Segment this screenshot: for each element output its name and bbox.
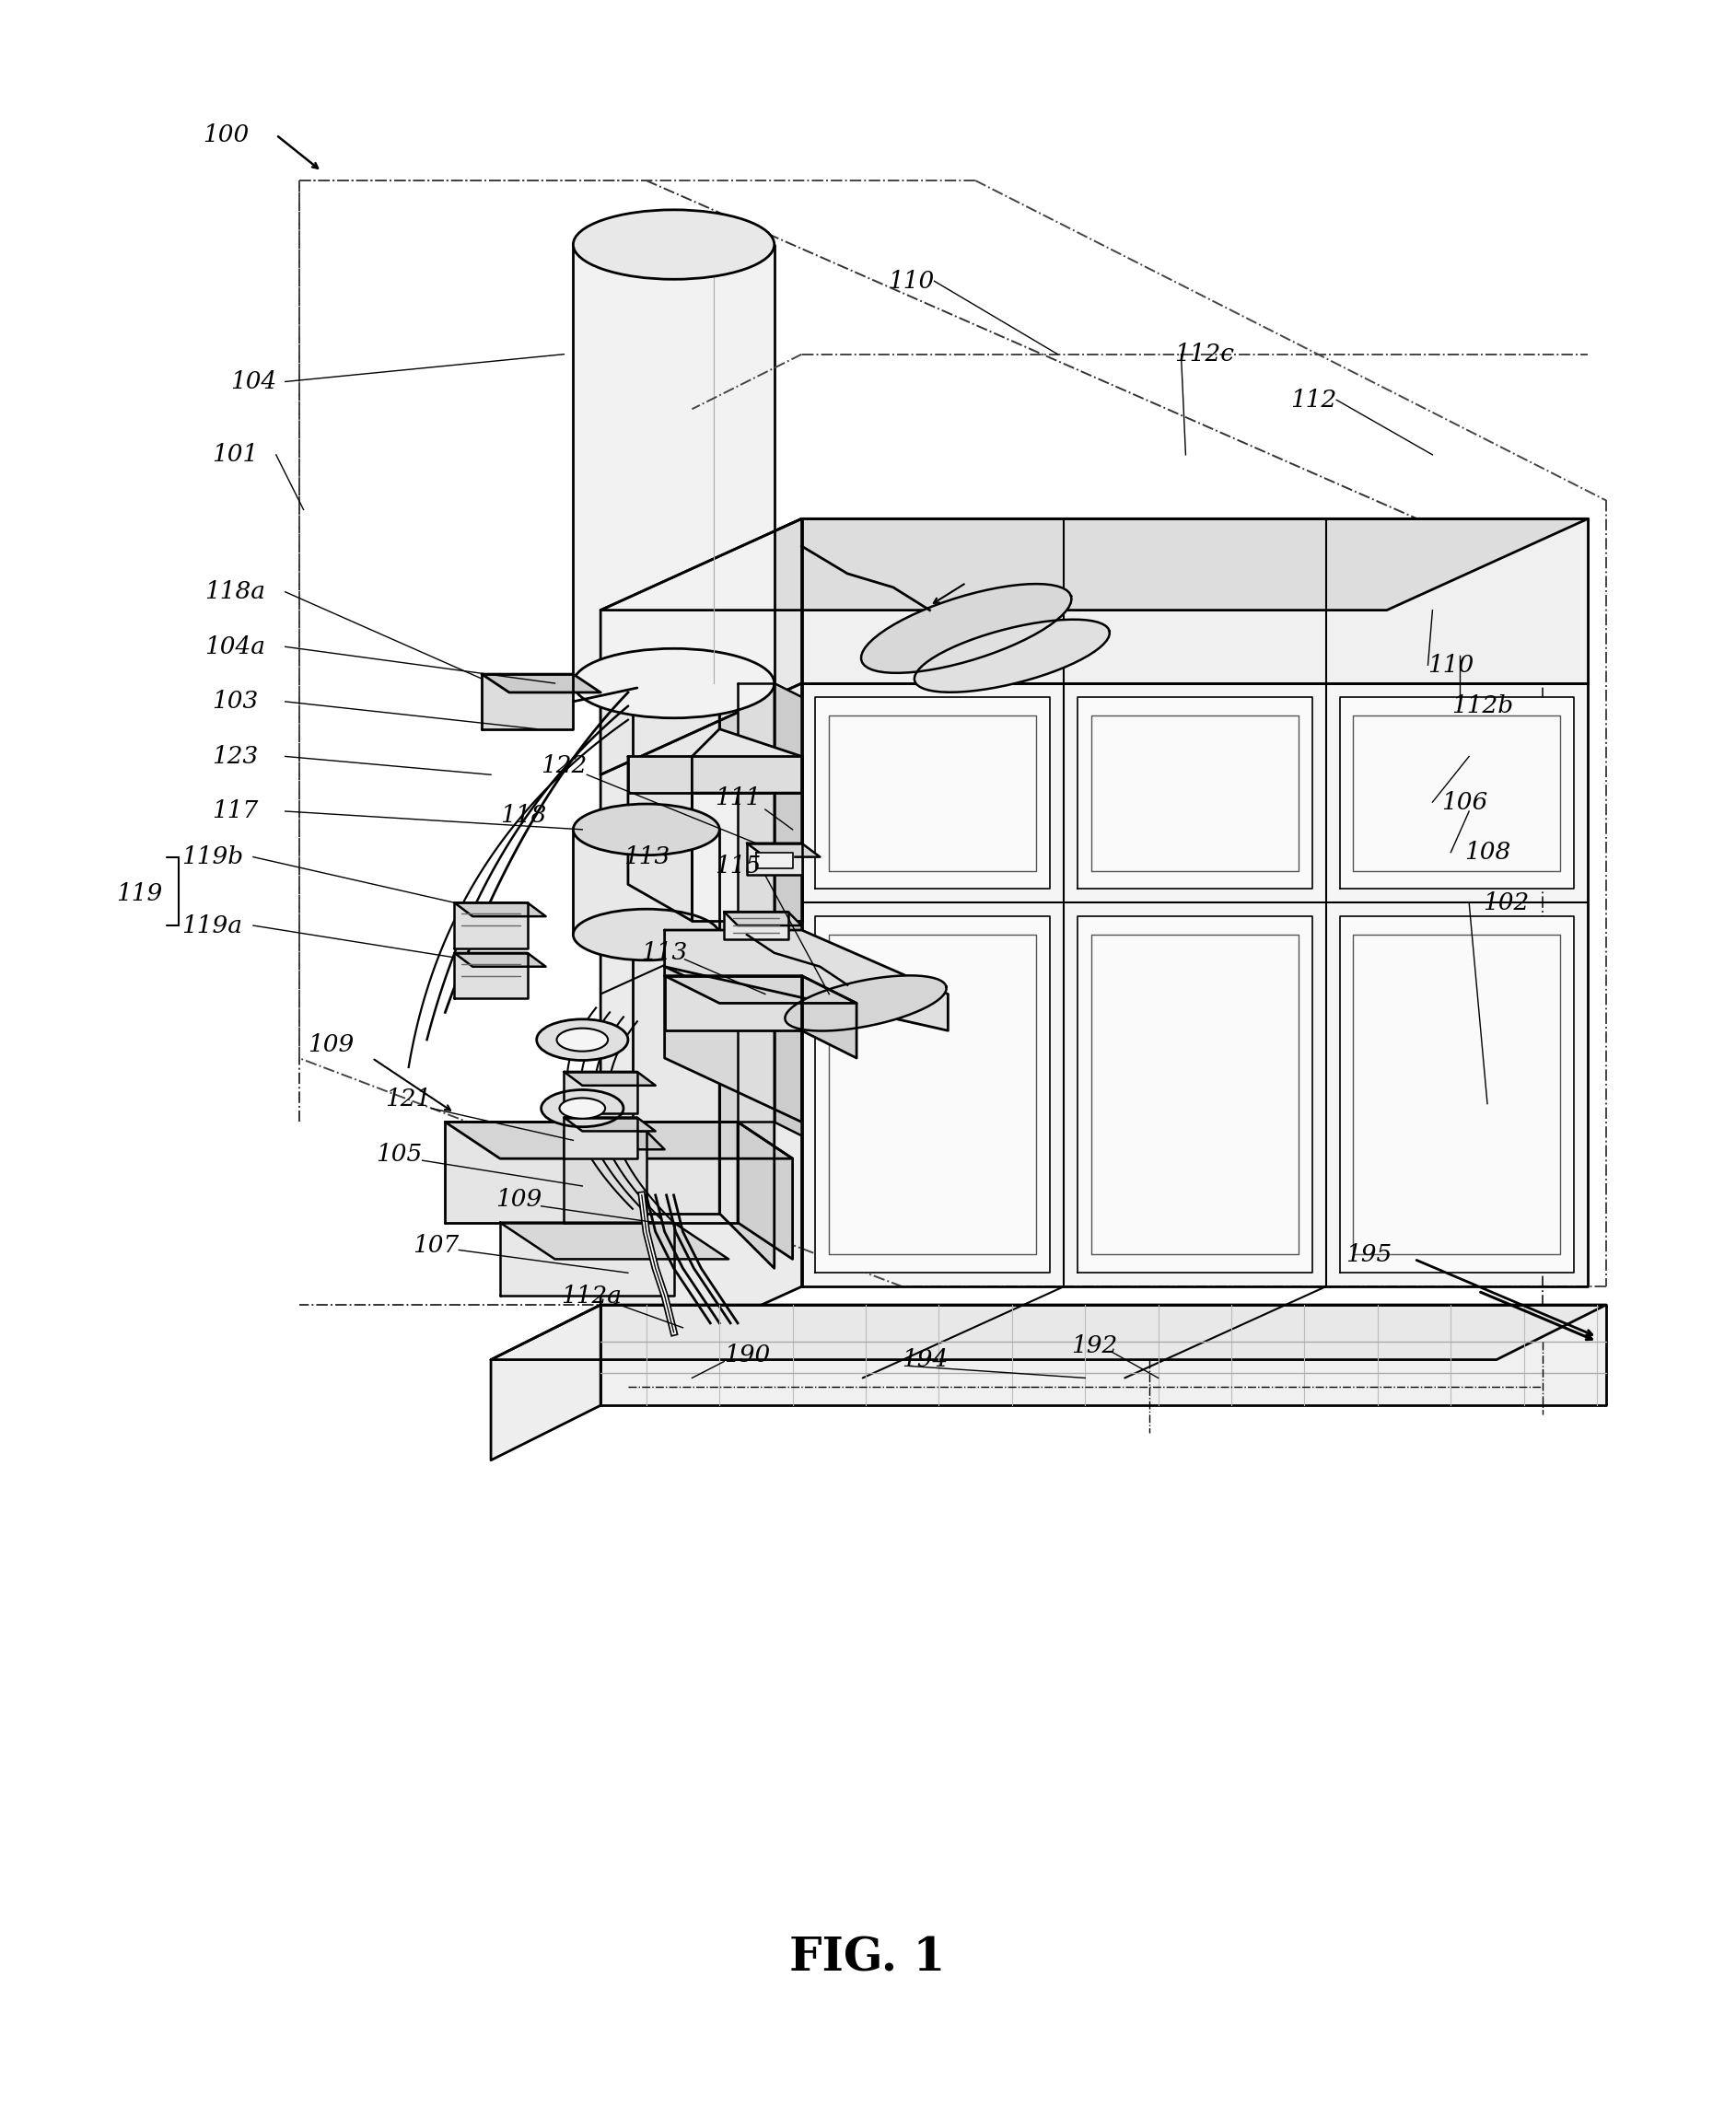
Polygon shape bbox=[491, 1304, 601, 1461]
Text: 102: 102 bbox=[1483, 891, 1529, 915]
Polygon shape bbox=[455, 953, 545, 967]
Polygon shape bbox=[628, 756, 693, 921]
Text: 112a: 112a bbox=[561, 1285, 621, 1306]
Text: 195: 195 bbox=[1345, 1243, 1392, 1266]
Polygon shape bbox=[1078, 917, 1312, 1272]
Text: 117: 117 bbox=[212, 800, 259, 824]
Text: 100: 100 bbox=[203, 123, 248, 146]
Ellipse shape bbox=[542, 1090, 623, 1126]
Polygon shape bbox=[665, 976, 802, 1031]
Polygon shape bbox=[455, 902, 545, 917]
Text: 194: 194 bbox=[903, 1349, 948, 1372]
Polygon shape bbox=[693, 794, 802, 921]
Polygon shape bbox=[816, 917, 1050, 1272]
Polygon shape bbox=[746, 843, 819, 857]
Text: 122: 122 bbox=[542, 754, 587, 777]
Text: 111: 111 bbox=[715, 785, 760, 809]
Text: FIG. 1: FIG. 1 bbox=[790, 1935, 946, 1982]
Polygon shape bbox=[738, 684, 774, 1122]
Polygon shape bbox=[724, 912, 788, 940]
Polygon shape bbox=[632, 684, 719, 1213]
Text: 112c: 112c bbox=[1174, 343, 1234, 366]
Polygon shape bbox=[455, 902, 528, 948]
Polygon shape bbox=[1078, 696, 1312, 889]
Text: 110: 110 bbox=[1427, 654, 1474, 677]
Ellipse shape bbox=[573, 648, 774, 718]
Polygon shape bbox=[802, 519, 1588, 684]
Text: 119b: 119b bbox=[181, 845, 243, 868]
Polygon shape bbox=[693, 728, 802, 794]
Polygon shape bbox=[816, 696, 1050, 889]
Text: 109: 109 bbox=[307, 1033, 354, 1056]
Polygon shape bbox=[564, 1130, 665, 1150]
Polygon shape bbox=[601, 519, 1588, 610]
Text: 112: 112 bbox=[1290, 387, 1337, 411]
Polygon shape bbox=[665, 929, 948, 1031]
Text: 119a: 119a bbox=[182, 915, 243, 938]
Text: 113: 113 bbox=[623, 845, 670, 868]
Text: 110: 110 bbox=[889, 269, 934, 292]
Text: 108: 108 bbox=[1463, 840, 1510, 864]
Text: 190: 190 bbox=[724, 1344, 771, 1368]
Text: 106: 106 bbox=[1441, 790, 1488, 813]
Polygon shape bbox=[665, 976, 856, 1003]
Polygon shape bbox=[500, 1224, 729, 1260]
Text: 123: 123 bbox=[212, 745, 259, 768]
Polygon shape bbox=[500, 1224, 674, 1296]
Polygon shape bbox=[564, 1071, 637, 1114]
Polygon shape bbox=[444, 1122, 738, 1224]
Ellipse shape bbox=[573, 804, 719, 855]
Polygon shape bbox=[738, 1122, 793, 1260]
Polygon shape bbox=[601, 1304, 1606, 1406]
Text: 121: 121 bbox=[385, 1088, 432, 1111]
Polygon shape bbox=[1340, 917, 1575, 1272]
Text: 115: 115 bbox=[715, 855, 760, 879]
Ellipse shape bbox=[573, 908, 719, 961]
Text: 101: 101 bbox=[212, 442, 259, 466]
Polygon shape bbox=[564, 1118, 637, 1158]
Polygon shape bbox=[628, 756, 802, 794]
Polygon shape bbox=[564, 1118, 656, 1130]
Polygon shape bbox=[719, 684, 774, 1268]
Polygon shape bbox=[802, 976, 856, 1058]
Polygon shape bbox=[483, 673, 573, 728]
Text: 103: 103 bbox=[212, 690, 259, 713]
Text: 113: 113 bbox=[642, 942, 687, 965]
Text: 112b: 112b bbox=[1451, 694, 1514, 718]
Ellipse shape bbox=[536, 1018, 628, 1061]
Polygon shape bbox=[665, 967, 802, 1122]
Text: 192: 192 bbox=[1071, 1334, 1118, 1357]
Text: 104: 104 bbox=[231, 370, 276, 394]
Polygon shape bbox=[491, 1304, 1606, 1359]
Text: 118a: 118a bbox=[205, 580, 266, 603]
Polygon shape bbox=[861, 584, 1071, 673]
Polygon shape bbox=[774, 684, 802, 1135]
Text: 109: 109 bbox=[495, 1188, 542, 1211]
Polygon shape bbox=[601, 519, 802, 775]
Text: 105: 105 bbox=[377, 1143, 422, 1166]
Polygon shape bbox=[564, 1130, 646, 1224]
Text: 118: 118 bbox=[500, 804, 547, 828]
Ellipse shape bbox=[557, 1029, 608, 1052]
Polygon shape bbox=[483, 673, 601, 692]
Polygon shape bbox=[915, 620, 1109, 692]
Polygon shape bbox=[564, 1071, 656, 1086]
Polygon shape bbox=[601, 519, 1588, 610]
Text: 119: 119 bbox=[116, 883, 161, 906]
Polygon shape bbox=[724, 912, 802, 925]
Polygon shape bbox=[1340, 696, 1575, 889]
Polygon shape bbox=[746, 843, 802, 874]
Ellipse shape bbox=[559, 1099, 606, 1118]
Polygon shape bbox=[573, 246, 774, 684]
Ellipse shape bbox=[573, 210, 774, 279]
Polygon shape bbox=[785, 976, 946, 1031]
Polygon shape bbox=[455, 953, 528, 999]
Text: 104a: 104a bbox=[205, 635, 266, 658]
Polygon shape bbox=[755, 853, 793, 868]
Polygon shape bbox=[802, 519, 1588, 1287]
Polygon shape bbox=[601, 519, 802, 1378]
Polygon shape bbox=[573, 830, 719, 934]
Text: 107: 107 bbox=[413, 1234, 460, 1257]
Polygon shape bbox=[444, 1122, 793, 1158]
